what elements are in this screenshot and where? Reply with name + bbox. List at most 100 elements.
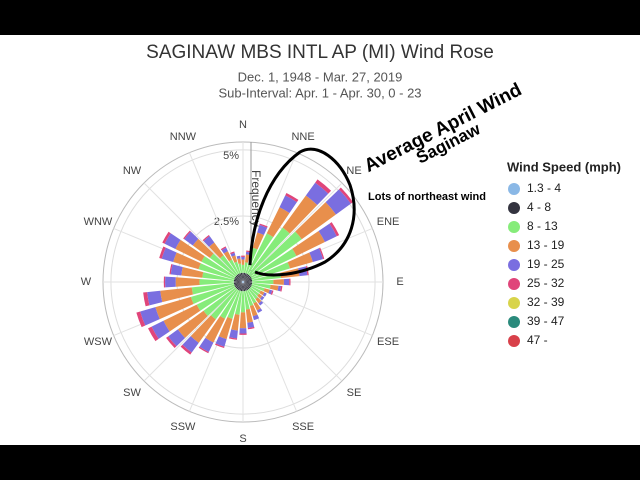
wind-segment (263, 288, 270, 294)
wind-segment (234, 276, 242, 282)
wind-segment (203, 236, 215, 247)
wind-segment (241, 259, 245, 265)
wind-segment (258, 301, 264, 306)
wind-segment (237, 283, 243, 291)
wind-segment (220, 255, 238, 276)
wind-segment (234, 282, 242, 288)
wind-segment (244, 282, 253, 285)
wind-segment (244, 282, 252, 286)
wind-segment (243, 282, 244, 284)
wind-segment (241, 282, 243, 283)
wind-segment (180, 344, 192, 355)
wind-segment (199, 278, 234, 286)
wind-segment (220, 289, 239, 319)
legend-label: 1.3 - 4 (527, 181, 561, 195)
wind-segment (243, 280, 244, 282)
wind-segment (243, 282, 245, 283)
wind-segment (243, 282, 245, 283)
wind-segment (192, 238, 214, 258)
wind-segment (210, 288, 238, 320)
wind-segment (259, 290, 265, 296)
wind-segment (243, 281, 245, 282)
angular-grid-line (242, 281, 343, 382)
wind-segment (237, 273, 243, 281)
wind-segment (218, 316, 233, 340)
legend-label: 32 - 39 (527, 295, 565, 309)
wind-segment (237, 258, 242, 265)
wind-segment (242, 280, 243, 282)
angular-tick-label: SE (347, 387, 362, 399)
wind-segment (161, 247, 177, 262)
wind-segment (183, 230, 191, 240)
wind-segment (243, 262, 248, 274)
wind-segment (242, 280, 243, 282)
wind-segment (257, 293, 263, 299)
wind-segment (227, 290, 241, 319)
wind-segment (239, 283, 243, 291)
chart-subtitle: Sub-Interval: Apr. 1 - Apr. 30, 0 - 23 (218, 85, 421, 100)
wind-segment (229, 329, 238, 339)
wind-segment (243, 272, 246, 281)
wind-segment (243, 280, 244, 282)
wind-segment (182, 336, 199, 353)
wind-segment (162, 231, 171, 244)
wind-segment (268, 289, 273, 295)
wind-segment (205, 315, 226, 343)
wind-segment (221, 247, 228, 254)
wind-segment (230, 251, 235, 255)
letterbox-top (0, 0, 640, 35)
wind-segment (143, 292, 150, 307)
wind-segment (309, 248, 323, 262)
wind-segment (163, 276, 166, 288)
angular-tick-label: SW (123, 387, 141, 399)
wind-segment (166, 336, 177, 349)
legend-label: 25 - 32 (527, 276, 565, 290)
wind-segment (325, 189, 351, 215)
wind-segment (273, 279, 284, 285)
wind-segment (236, 282, 243, 290)
wind-segment (279, 195, 297, 214)
chart-subtitle: Dec. 1, 1948 - Mar. 27, 2019 (238, 69, 403, 84)
wind-segment (241, 282, 243, 283)
wind-segment (242, 272, 244, 281)
wind-segment (198, 346, 209, 354)
wind-segment (202, 234, 210, 242)
radial-tick-label: 5% (223, 150, 239, 162)
wind-segment (244, 278, 252, 282)
wind-segment (280, 286, 283, 292)
wind-segment (236, 255, 241, 259)
legend-swatch (508, 297, 520, 309)
wind-segment (168, 329, 186, 347)
angular-tick-label: NNE (291, 131, 314, 143)
wind-segment (223, 251, 232, 262)
wind-segment (241, 255, 245, 257)
wind-segment (270, 290, 274, 295)
wind-segment (148, 326, 159, 342)
legend-swatch (508, 316, 520, 328)
wind-segment (231, 314, 240, 331)
angular-tick-label: ESE (377, 336, 399, 348)
angular-grid-line (143, 182, 244, 283)
wind-segment (256, 308, 263, 313)
wind-segment (251, 284, 265, 292)
angular-tick-label: W (81, 276, 92, 288)
wind-segment (233, 279, 242, 282)
wind-segment (190, 315, 216, 343)
wind-segment (243, 281, 245, 282)
wind-segment (318, 223, 337, 243)
wind-segment (191, 282, 235, 295)
angular-grid-line (143, 281, 244, 382)
legend-swatch (508, 221, 520, 233)
wind-segment (242, 280, 243, 282)
wind-segment (175, 277, 200, 287)
wind-segment (235, 290, 243, 315)
wind-segment (257, 224, 268, 235)
wind-segment (283, 278, 290, 286)
wind-segment (163, 304, 201, 332)
angular-tick-label: ENE (377, 216, 400, 228)
angular-tick-label: NNW (170, 131, 197, 143)
letterbox-bottom (0, 445, 640, 480)
wind-segment (233, 281, 242, 283)
wind-segment (151, 320, 170, 339)
wind-segment (190, 284, 235, 305)
